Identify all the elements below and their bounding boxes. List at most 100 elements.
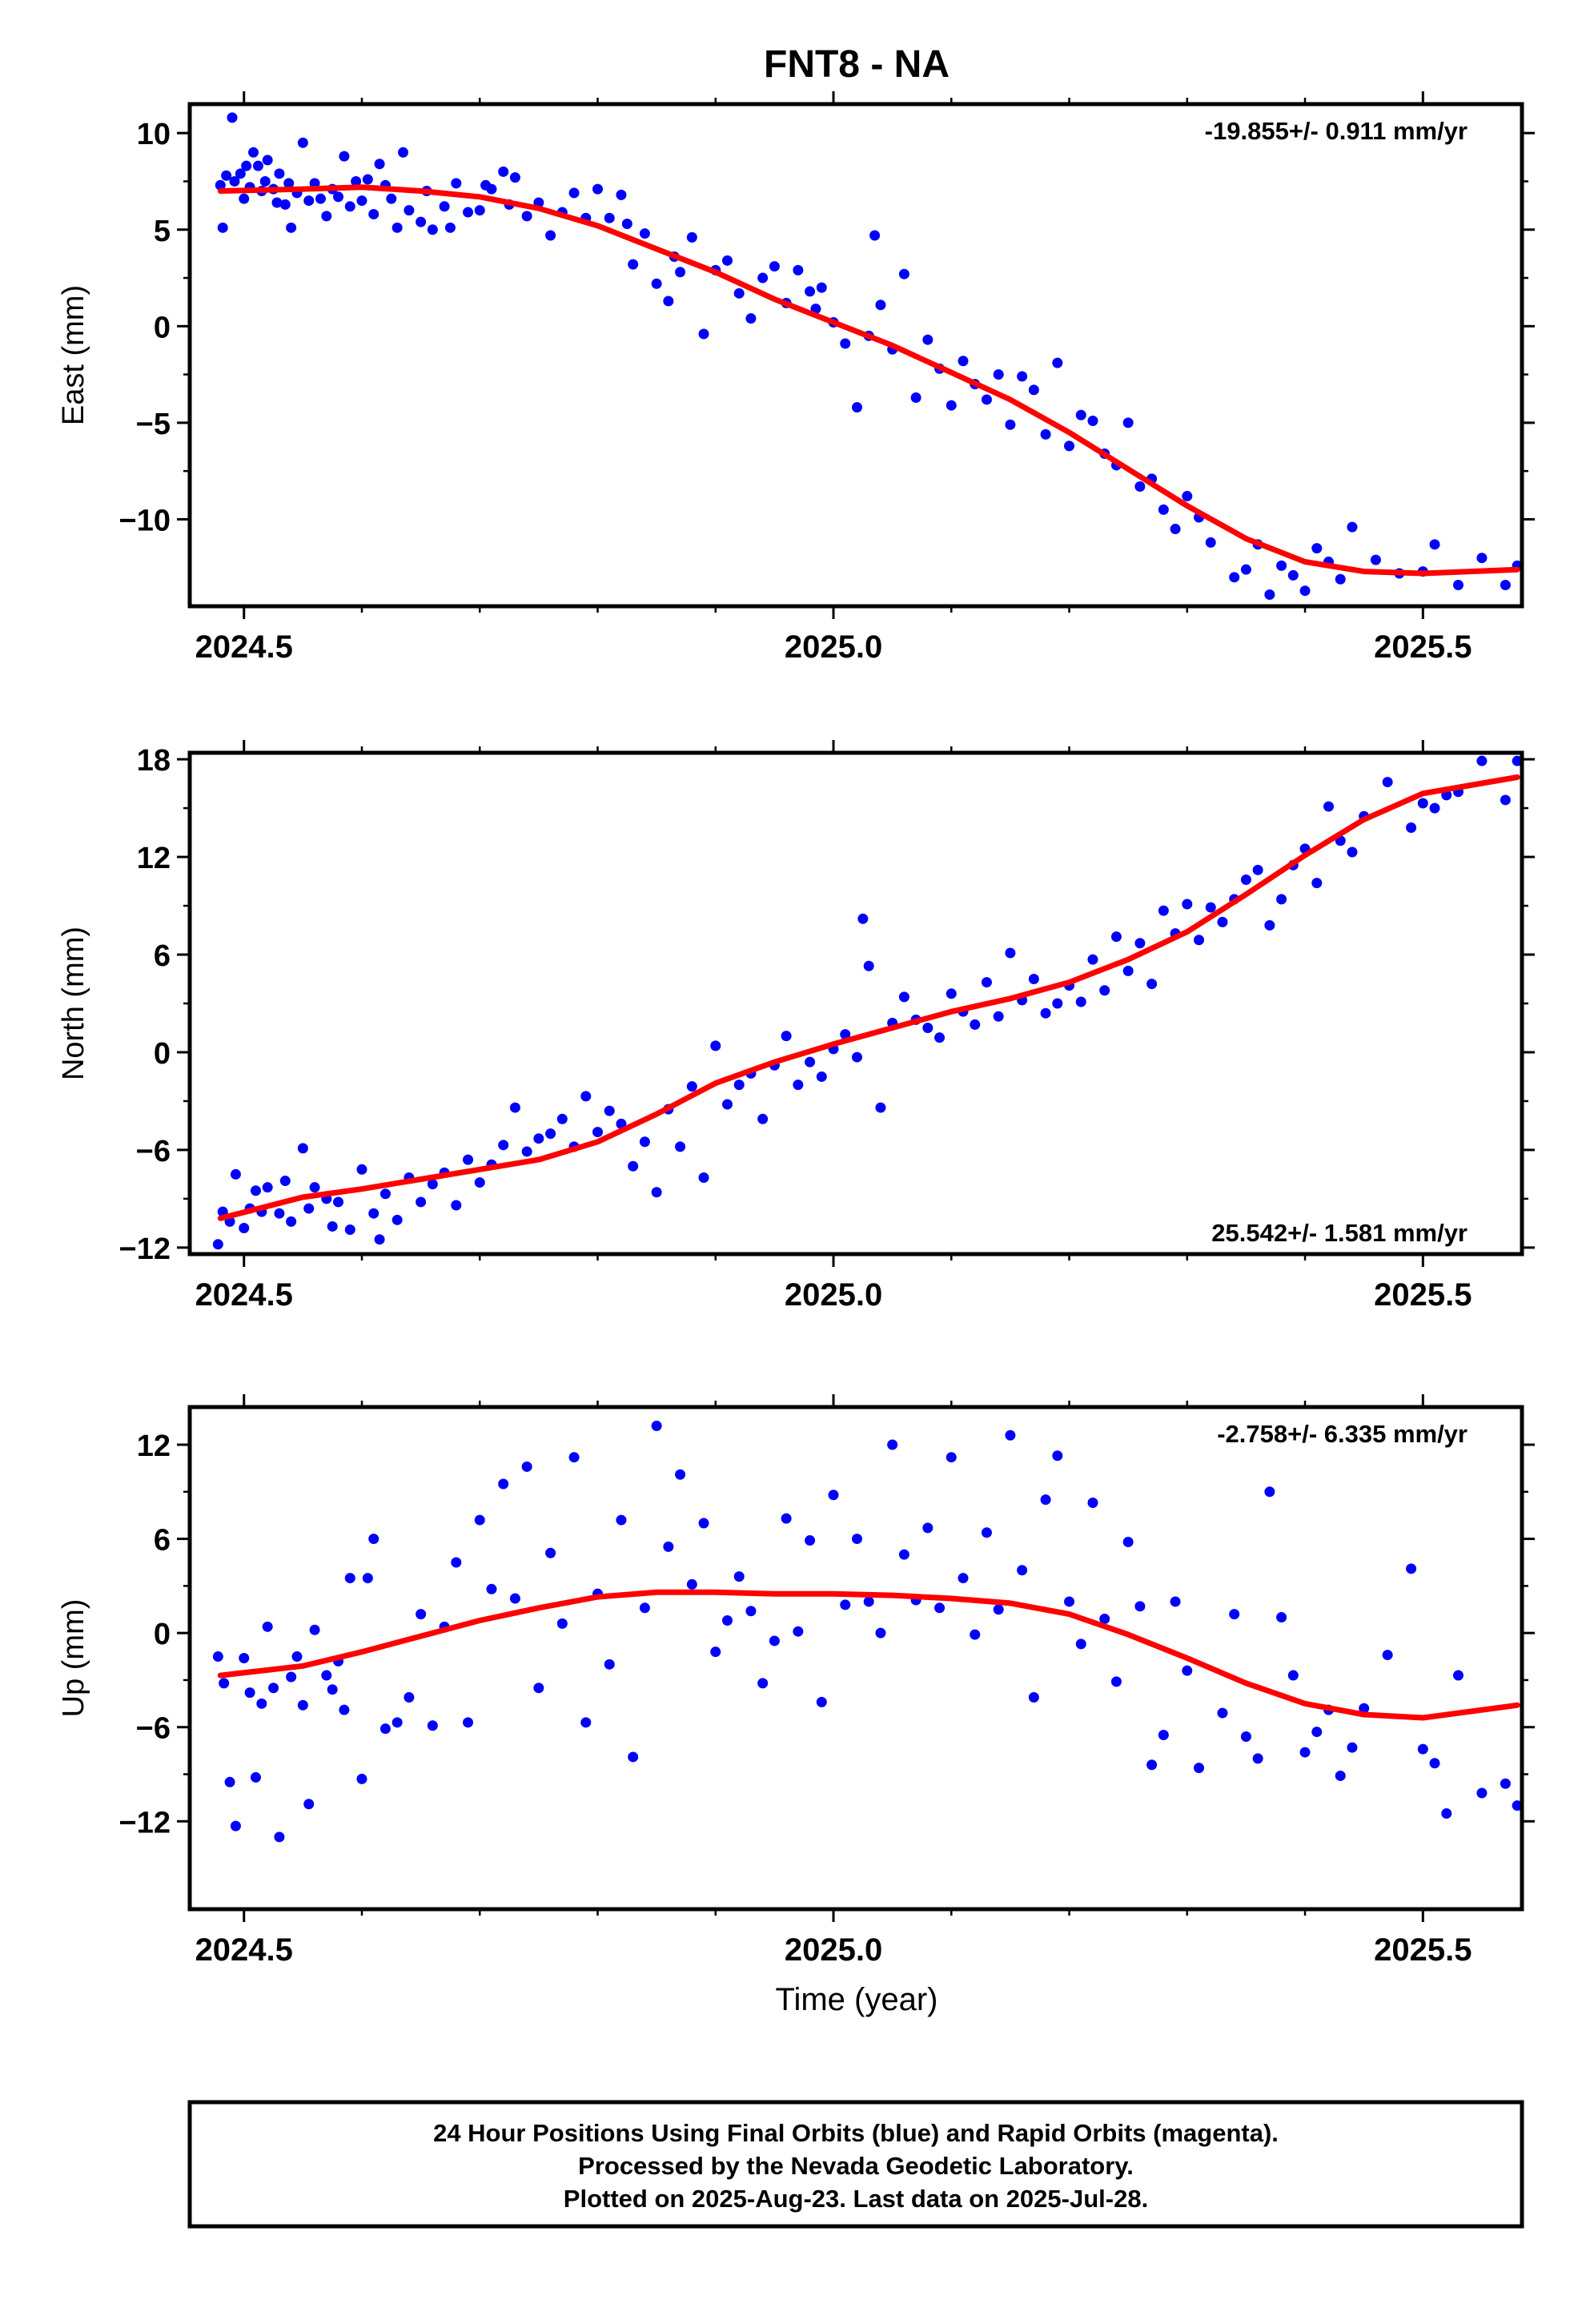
data-point <box>286 1671 297 1683</box>
north-y-tick-label: −6 <box>136 1135 171 1168</box>
data-point <box>721 1614 733 1626</box>
north-y-tick-label: 18 <box>137 744 171 778</box>
data-point <box>1429 1758 1440 1769</box>
data-point <box>651 278 662 289</box>
data-point <box>1064 440 1075 452</box>
up-y-tick-label: 12 <box>137 1429 171 1463</box>
data-point <box>444 222 456 233</box>
data-point <box>781 1513 792 1524</box>
data-point <box>993 369 1004 380</box>
data-point <box>212 1239 223 1250</box>
data-point <box>1500 579 1511 590</box>
east-y-axis-label: East (mm) <box>57 285 90 425</box>
data-point <box>303 1203 315 1214</box>
data-point <box>1359 1703 1370 1714</box>
data-point <box>1264 919 1275 931</box>
data-point <box>958 1573 969 1584</box>
data-point <box>733 1080 745 1091</box>
data-point <box>1028 384 1039 396</box>
data-point <box>521 1461 532 1472</box>
data-point <box>898 991 909 1003</box>
data-point <box>368 1534 379 1545</box>
data-point <box>1417 798 1428 809</box>
data-point <box>1311 543 1323 554</box>
data-point <box>616 189 627 200</box>
data-point <box>1452 1670 1464 1681</box>
data-point <box>1182 491 1193 502</box>
data-point <box>219 1678 230 1689</box>
data-point <box>1134 938 1146 949</box>
data-point <box>1099 1614 1110 1625</box>
data-point <box>604 212 615 223</box>
data-point <box>1441 1807 1452 1819</box>
data-point <box>887 1439 898 1450</box>
data-point <box>857 913 869 924</box>
data-point <box>248 147 259 158</box>
data-point <box>303 195 315 207</box>
data-point <box>805 1535 816 1546</box>
data-point <box>239 1222 250 1233</box>
data-point <box>474 1177 485 1188</box>
data-point <box>250 1771 261 1783</box>
data-point <box>580 1091 592 1102</box>
data-point <box>362 1573 373 1584</box>
data-point <box>356 1773 367 1784</box>
up-points <box>212 1421 1523 1843</box>
data-point <box>922 1022 934 1033</box>
data-point <box>339 151 350 162</box>
up-model-curve <box>217 1589 1520 1721</box>
data-point <box>580 1717 592 1728</box>
data-point <box>568 187 580 199</box>
data-point <box>1287 569 1299 581</box>
data-point <box>1075 1638 1086 1650</box>
data-point <box>224 1776 235 1787</box>
east-x-tick-label: 2024.5 <box>195 629 293 665</box>
data-point <box>391 1717 403 1728</box>
data-point <box>451 178 462 189</box>
data-point <box>592 183 604 195</box>
data-point <box>781 1031 792 1042</box>
data-point <box>1087 1498 1098 1509</box>
data-point <box>252 160 263 171</box>
data-point <box>474 205 485 216</box>
data-point <box>271 197 283 208</box>
data-point <box>745 313 757 324</box>
east-x-tick-label: 2025.0 <box>785 629 882 665</box>
data-point <box>1134 1601 1146 1612</box>
data-point <box>675 1469 686 1480</box>
data-point <box>757 1113 769 1124</box>
east-y-tick-label: −5 <box>136 408 171 441</box>
data-point <box>398 147 409 158</box>
data-point <box>439 201 450 212</box>
data-point <box>710 1647 721 1658</box>
data-point <box>374 1234 385 1245</box>
data-point <box>521 211 532 222</box>
data-point <box>283 178 295 189</box>
data-point <box>710 1040 721 1051</box>
data-point <box>333 1196 344 1208</box>
data-point <box>1052 1450 1063 1462</box>
data-point <box>863 960 874 971</box>
data-point <box>1075 409 1086 420</box>
data-point <box>404 1691 415 1703</box>
data-point <box>1287 1670 1299 1681</box>
data-point <box>262 1621 273 1632</box>
data-point <box>1240 875 1251 886</box>
data-point <box>1347 521 1358 533</box>
data-point <box>1299 585 1311 597</box>
data-point <box>698 1518 709 1529</box>
data-point <box>386 193 397 204</box>
data-point <box>816 1071 827 1082</box>
data-point <box>327 1220 338 1232</box>
data-point <box>639 1136 650 1148</box>
data-point <box>309 1182 320 1193</box>
data-point <box>651 1187 662 1198</box>
data-point <box>604 1659 615 1670</box>
footer-box <box>187 2100 1524 2229</box>
data-point <box>1217 916 1228 927</box>
data-point <box>545 1547 556 1558</box>
data-point <box>1335 1770 1346 1781</box>
data-point <box>356 195 367 207</box>
data-point <box>675 1141 686 1152</box>
data-point <box>427 1179 438 1190</box>
